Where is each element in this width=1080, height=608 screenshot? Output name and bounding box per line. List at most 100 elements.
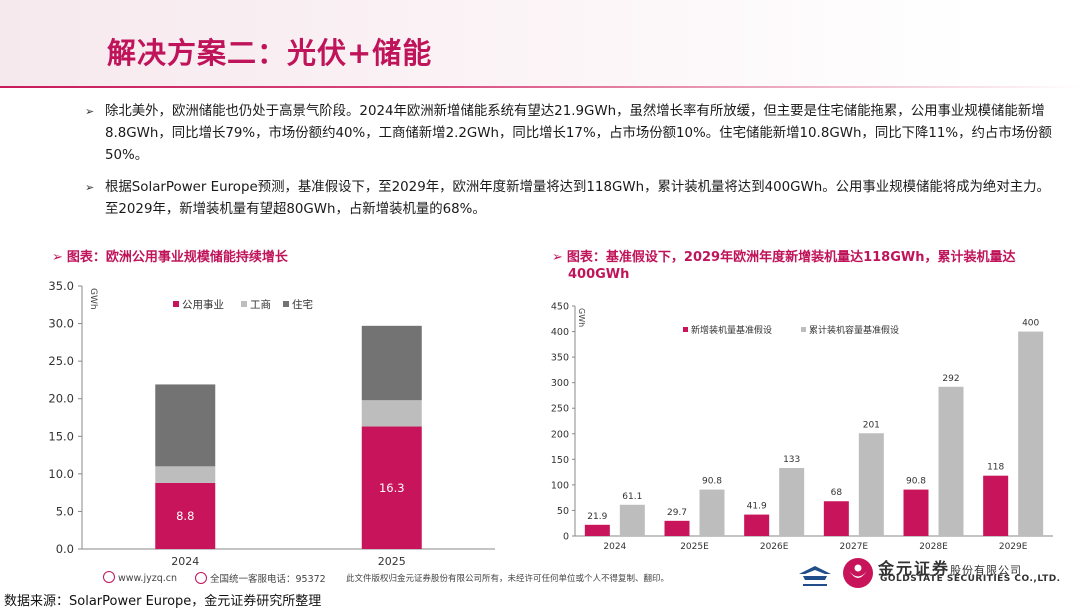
footer-hotline: 全国统一客服电话：95372 [195,571,326,585]
y-tick-label: 350 [551,353,569,364]
x-tick-label: 2026E [760,542,789,552]
data-source: 数据来源：SolarPower Europe，金元证券研究所整理 [4,594,322,608]
y-tick-label: 100 [551,480,569,491]
goldstate-logo-icon [843,558,873,588]
x-tick-label: 2027E [840,542,869,552]
data-label: 68 [831,488,843,498]
bar-new-installs [664,520,690,536]
chart1-heading-text: 图表：欧洲公用事业规模储能持续增长 [66,250,288,265]
y-tick-label: 0.0 [56,542,74,556]
title-bar: 解决方案二：光伏+储能 [0,0,1080,88]
bar-segment-utility [155,482,216,549]
logo-text-en: GOLDSTATE SECURITIES CO.,LTD. [880,574,1061,584]
y-tick-label: 35.0 [48,279,74,293]
y-tick-label: 30.0 [48,317,74,331]
y-tick-label: 0 [563,532,569,543]
x-tick-label: 2025E [680,542,709,552]
x-tick-label: 2028E [919,542,948,552]
data-label: 201 [863,420,880,430]
bar-segment-commercial [361,400,422,427]
legend-swatch [241,301,247,307]
y-tick-label: 50 [557,506,569,517]
bar-new-installs [584,524,610,536]
legend-label: 累计装机容量基准假设 [809,324,899,336]
legend-label: 工商 [250,298,271,311]
footer-copyright: 此文件版权归金元证券股份有限公司所有，未经许可任何单位或个人不得复制、翻印。 [346,574,670,584]
data-label: 292 [942,374,959,384]
y-tick-label: 150 [551,455,569,466]
data-label: 21.9 [587,512,607,522]
legend-label: 公用事业 [182,298,224,311]
chart2-heading: ➢ 图表：基准假设下，2029年欧洲年度新增装机量达118GWh，累计装机量达 4… [552,249,1052,283]
x-tick-label: 2029E [999,542,1028,552]
footer: www.jyzq.cn 全国统一客服电话：95372 此文件版权归金元证券股份有… [0,558,1080,592]
arrow-bullet-icon: ➢ [85,181,95,194]
chevron-right-icon: ➢ [52,250,63,265]
web-icon [103,571,115,583]
page-title: 解决方案二：光伏+储能 [107,36,433,70]
bar-cumulative [779,468,805,536]
chart1: 0.0 5.0 10.0 15.0 20.0 25.0 30.0 35.0 GWh 8.8 2024… [48,279,495,565]
chart2-heading-text-2: 400GWh [568,267,630,282]
data-label: 8.8 [176,509,194,523]
legend-label: 新增装机量基准假设 [691,324,772,336]
arrow-bullet-icon: ➢ [85,105,95,118]
legend-swatch [801,327,806,332]
bullet-text: 根据SolarPower Europe预测，基准假设下，至2029年，欧洲年度新… [105,180,1050,217]
bar-cumulative [699,489,725,536]
bullet-list: ➢ 除北美外，欧洲储能也仍处于高景气阶段。2024年欧洲新增储能系统有望达21.… [85,101,1060,231]
data-label: 16.3 [379,481,405,495]
y-tick-label: 25.0 [48,354,74,368]
bar-cumulative [858,433,884,536]
data-label: 61.1 [622,492,642,502]
y-tick-label: 200 [551,429,569,440]
title-divider [0,86,1080,88]
logo-text-cn: 金元证券股份有限公司 [878,555,1022,579]
data-label: 118 [987,463,1004,473]
bar-segment-residential [155,384,216,467]
y-tick-label: 5.0 [56,504,74,518]
y-tick-label: 20.0 [48,392,74,406]
y-tick-label: 450 [551,302,569,313]
bullet-item: ➢ 除北美外，欧洲储能也仍处于高景气阶段。2024年欧洲新增储能系统有望达21.… [85,101,1060,167]
bullet-item: ➢ 根据SolarPower Europe预测，基准假设下，至2029年，欧洲年… [85,177,1060,221]
data-label: 90.8 [702,477,722,487]
chart2-heading-text: 图表：基准假设下，2029年欧洲年度新增装机量达118GWh，累计装机量达 [566,250,1016,265]
y-tick-label: 15.0 [48,429,74,443]
footer-website-text: www.jyzq.cn [118,573,177,584]
bar-segment-commercial [155,466,216,483]
legend-swatch [283,301,289,307]
bar-new-installs [903,489,929,536]
legend-swatch [683,327,688,332]
logo-cn-small: 股份有限公司 [950,564,1023,577]
phone-icon [195,572,207,584]
chart1-heading: ➢ 图表：欧洲公用事业规模储能持续增长 [52,249,288,266]
bar-cumulative [619,504,645,536]
bar-cumulative [938,386,964,536]
footer-hotline-text: 全国统一客服电话：95372 [210,574,326,585]
y-tick-label: 300 [551,378,569,389]
bar-segment-residential [361,325,422,401]
chevron-right-icon: ➢ [552,250,563,265]
data-label: 29.7 [667,508,687,518]
y-axis-unit: GWh [577,308,586,327]
bar-new-installs [983,475,1009,536]
y-axis-unit: GWh [88,288,98,310]
legend-label: 住宅 [292,298,313,311]
bullet-text: 除北美外，欧洲储能也仍处于高景气阶段。2024年欧洲新增储能系统有望达21.9G… [105,104,1052,163]
footer-website[interactable]: www.jyzq.cn [103,571,177,584]
y-tick-label: 10.0 [48,467,74,481]
data-label: 400 [1022,319,1039,329]
data-label: 90.8 [906,477,926,487]
institute-logo-icon [799,566,831,586]
chart2: 0 50 100 150 200 250 300 350 400 450 GWh 21.9 61.1 20… [551,302,1053,552]
bar-cumulative [1018,331,1044,536]
y-tick-label: 400 [551,327,569,338]
data-label: 133 [783,455,800,465]
bar-segment-utility [361,426,422,549]
legend-swatch [173,301,179,307]
y-tick-label: 250 [551,404,569,415]
data-label: 41.9 [747,502,767,512]
bar-new-installs [744,514,770,536]
logo-cn-main: 金元证券 [878,559,951,578]
